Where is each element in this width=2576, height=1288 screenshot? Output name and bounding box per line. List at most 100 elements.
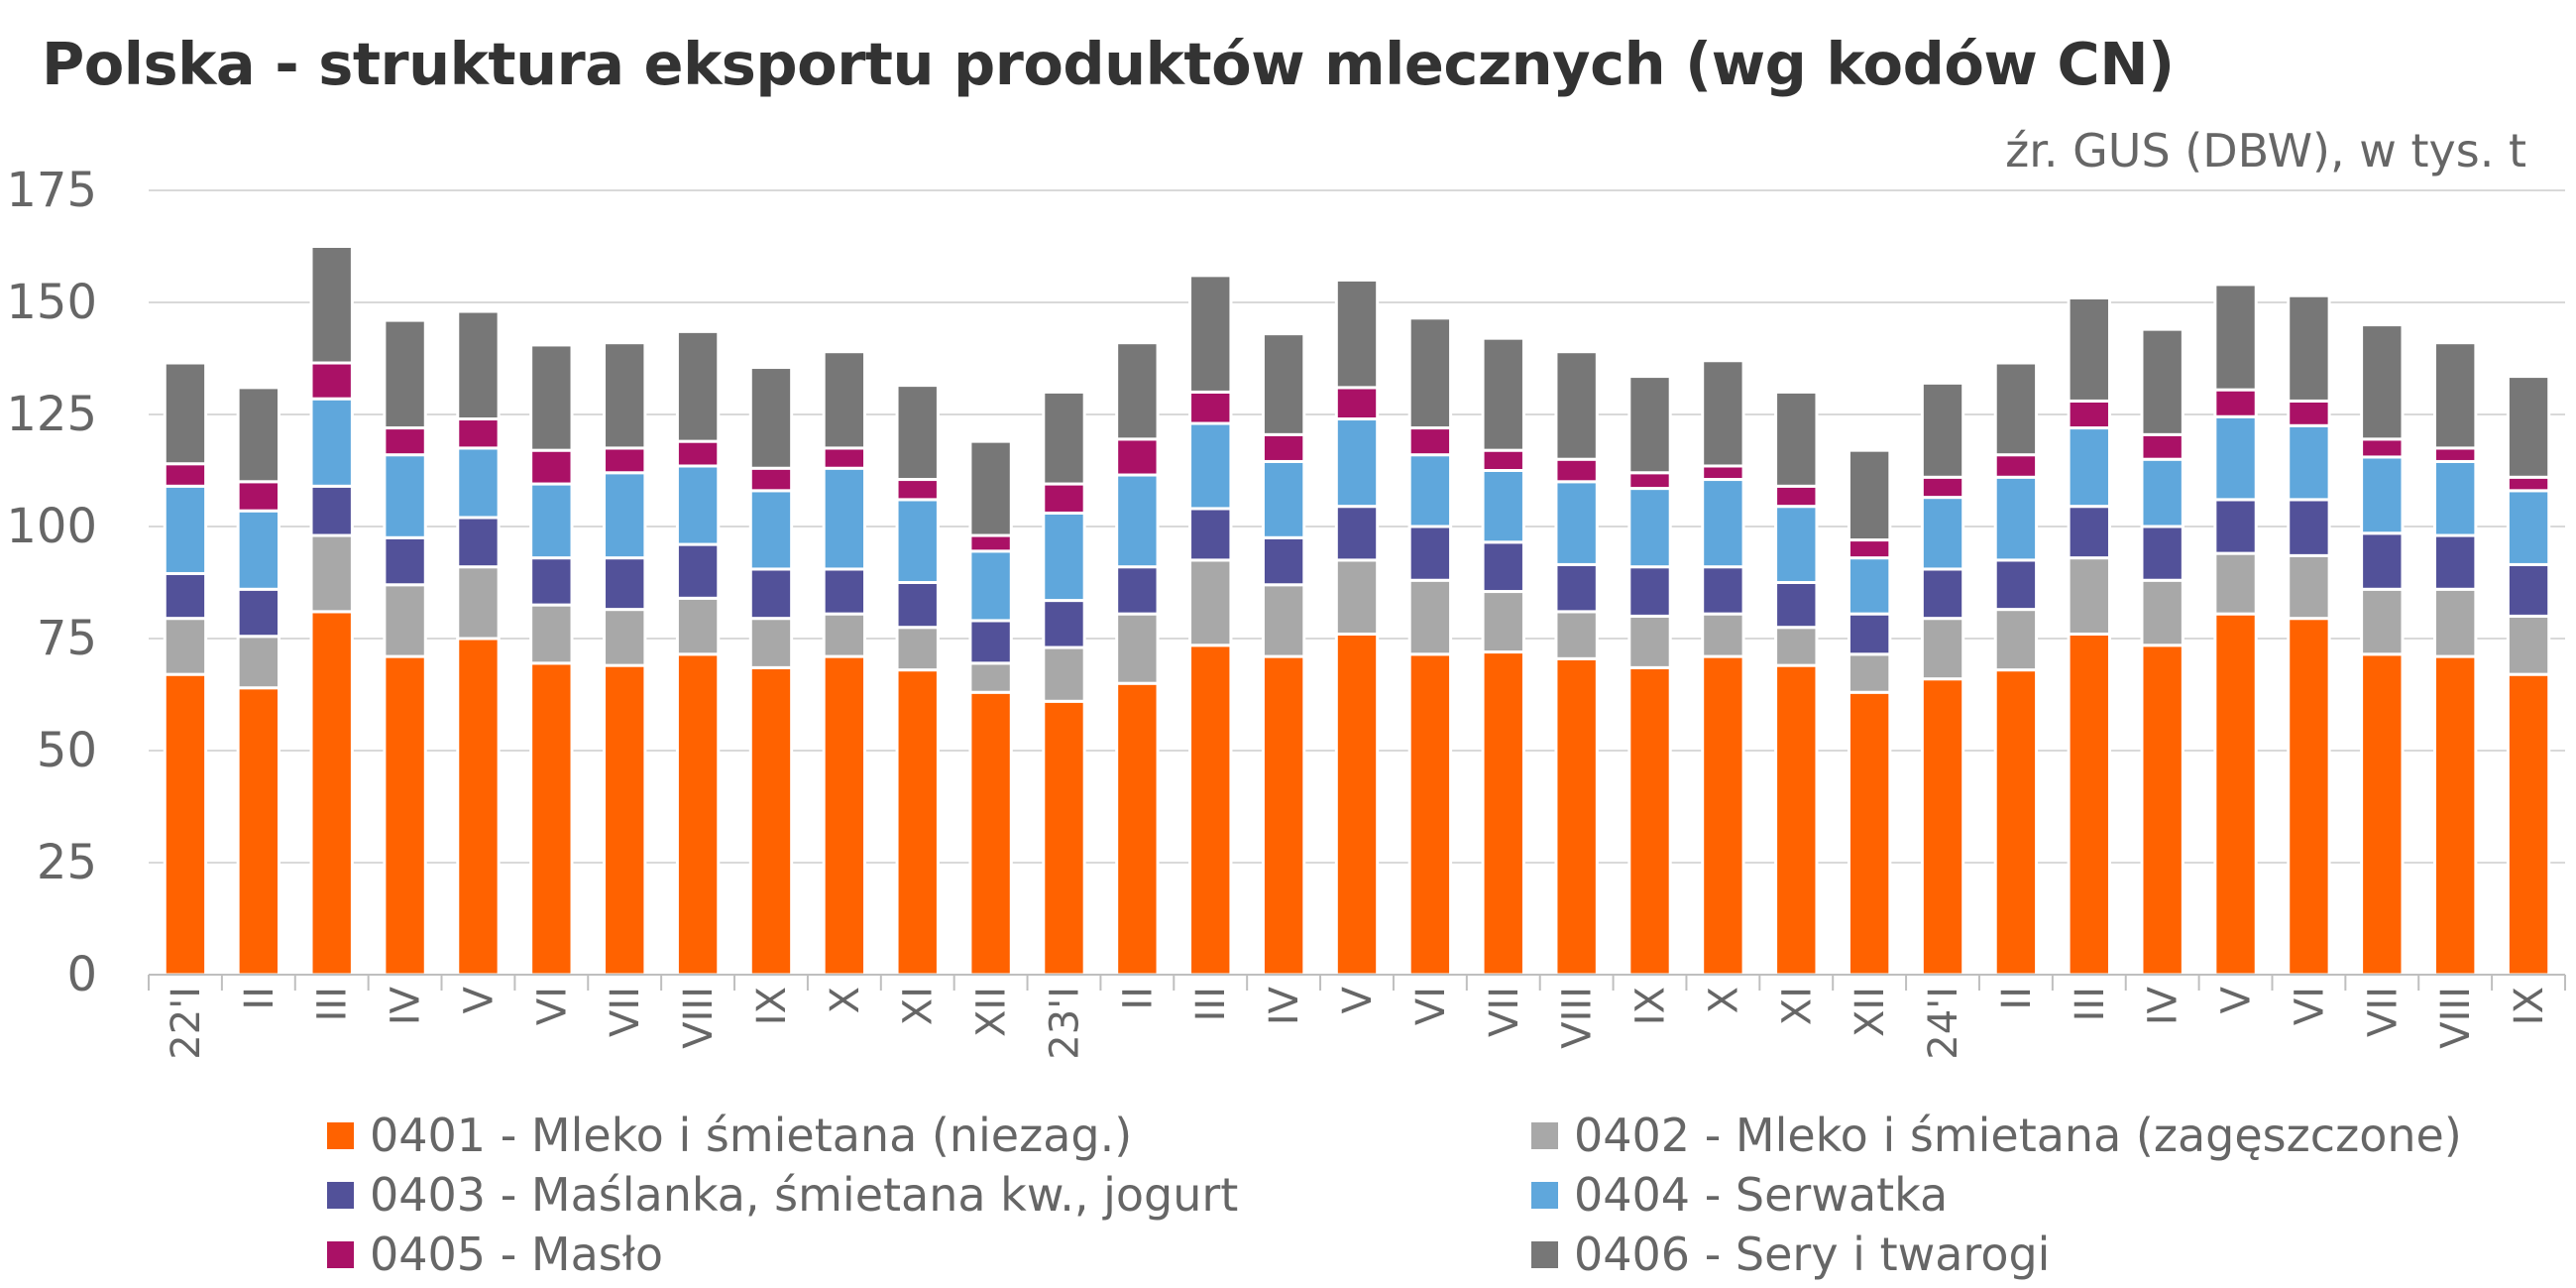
- y-axis-ticks: 0 25 50 75 100 125 150 175: [6, 163, 97, 1002]
- bar-segment-series-3: [822, 567, 867, 616]
- bar-segment-series-1: [2506, 672, 2551, 977]
- bar-segment-series-4: [1261, 459, 1306, 539]
- bars: [163, 245, 2551, 977]
- bar-segment-series-5: [2506, 475, 2551, 493]
- x-tick-label: V: [1335, 986, 1381, 1013]
- bar-segment-series-6: [895, 384, 940, 482]
- legend-item: 0403 - Maślanka, śmietana kw., jogurt: [327, 1168, 1238, 1222]
- bar-segment-series-3: [1920, 567, 1965, 621]
- bar-segment-series-6: [968, 439, 1013, 537]
- bar-segment-series-6: [2506, 375, 2551, 479]
- x-tick-label: VI: [1408, 987, 1454, 1025]
- bar-segment-series-2: [1188, 558, 1233, 647]
- bar-segment-series-6: [2432, 341, 2478, 450]
- bar-segment-series-2: [456, 565, 501, 641]
- x-tick-label: VIII: [2433, 987, 2479, 1049]
- x-tick-label: VIII: [1555, 987, 1601, 1049]
- y-tick-label: 25: [37, 835, 97, 890]
- bar-segment-series-3: [383, 535, 427, 587]
- bar-segment-series-4: [1920, 496, 1965, 571]
- x-tick-label: VII: [603, 987, 648, 1037]
- bar-segment-series-4: [2287, 423, 2331, 502]
- bar-segment-series-6: [1847, 448, 1892, 542]
- bar-segment-series-2: [2506, 614, 2551, 676]
- x-tick-label: XII: [1848, 987, 1893, 1037]
- bar-segment-series-3: [1334, 505, 1380, 562]
- bar-segment-series-6: [1115, 341, 1160, 441]
- bar-segment-series-5: [1042, 482, 1086, 515]
- bar-segment-series-4: [1334, 417, 1380, 509]
- bar-segment-series-4: [1042, 511, 1086, 603]
- x-tick-label: II: [1994, 987, 2040, 1010]
- bar-segment-series-3: [236, 587, 281, 639]
- x-tick-label: XI: [896, 987, 942, 1025]
- x-tick-label: IX: [1628, 987, 1674, 1025]
- bar-segment-series-5: [1701, 464, 1745, 482]
- bar-segment-series-6: [2213, 283, 2258, 392]
- bar-segment-series-2: [2360, 587, 2405, 656]
- bar-segment-series-5: [1993, 453, 2039, 479]
- bar-segment-series-5: [968, 533, 1013, 553]
- bar-segment-series-5: [603, 446, 647, 475]
- bar-segment-series-5: [456, 417, 501, 450]
- bar-segment-series-2: [675, 596, 721, 656]
- bar-segment-series-1: [1042, 699, 1086, 977]
- x-tick-label: III: [1188, 987, 1234, 1021]
- bar-segment-series-5: [1554, 457, 1599, 484]
- legend-swatch: [327, 1240, 354, 1268]
- y-tick-label: 75: [37, 611, 97, 666]
- bar-segment-series-5: [236, 480, 281, 513]
- bar-segment-series-3: [1188, 507, 1233, 562]
- bar-segment-series-4: [2432, 459, 2478, 537]
- legend-label: 0406 - Sery i twarogi: [1574, 1228, 2051, 1281]
- bar-segment-series-1: [2360, 652, 2405, 977]
- legend-swatch: [1531, 1240, 1558, 1268]
- bar-segment-series-1: [2432, 654, 2478, 977]
- x-tick-label: IX: [749, 987, 795, 1025]
- bar-segment-series-4: [1481, 469, 1525, 544]
- bar-segment-series-2: [1261, 583, 1306, 658]
- bar-segment-series-4: [968, 549, 1013, 623]
- bar-segment-series-6: [2067, 295, 2111, 403]
- bar-segment-series-3: [1627, 565, 1672, 618]
- x-tick-label: III: [310, 987, 356, 1021]
- bar-segment-series-6: [163, 361, 208, 466]
- bar-segment-series-1: [822, 654, 867, 977]
- bar-segment-series-4: [309, 397, 354, 488]
- x-tick-label: IX: [2507, 987, 2552, 1025]
- bar-segment-series-1: [1701, 654, 1745, 977]
- bar-segment-series-3: [2287, 498, 2331, 557]
- bar-segment-series-4: [2140, 457, 2184, 528]
- x-axis-ticks: 22'I II III IV V VI VII VIII IX X XI XII 23'I II III IV…: [164, 986, 2552, 1059]
- bar-segment-series-3: [1481, 540, 1525, 594]
- x-tick-label: X: [1701, 987, 1746, 1013]
- bar-segment-series-4: [456, 446, 501, 520]
- bar-segment-series-3: [1701, 565, 1745, 616]
- x-tick-label: V: [2214, 986, 2260, 1013]
- bar-segment-series-6: [748, 366, 794, 470]
- bar-segment-series-5: [1334, 386, 1380, 421]
- bar-segment-series-6: [1261, 332, 1306, 436]
- bar-segment-series-2: [1407, 578, 1453, 656]
- legend-swatch: [327, 1121, 354, 1149]
- bar-segment-series-6: [2360, 323, 2405, 441]
- bar-segment-series-2: [309, 533, 354, 614]
- bar-segment-series-4: [675, 464, 721, 546]
- bar-segment-series-3: [163, 571, 208, 621]
- bar-segment-series-3: [1993, 558, 2039, 612]
- legend-item: 0405 - Masło: [327, 1228, 663, 1281]
- bar-segment-series-1: [383, 654, 427, 977]
- bar-segment-series-6: [529, 343, 574, 452]
- bar-segment-series-6: [603, 341, 647, 450]
- bar-segment-series-2: [1920, 617, 1965, 681]
- bar-segment-series-3: [1261, 535, 1306, 587]
- legend-swatch: [327, 1181, 354, 1209]
- bar-segment-series-3: [2506, 562, 2551, 618]
- bar-segment-series-1: [1920, 677, 1965, 977]
- bar-segment-series-5: [748, 466, 794, 493]
- bar-segment-series-3: [2432, 533, 2478, 591]
- bar-segment-series-1: [2287, 617, 2331, 977]
- bar-segment-series-6: [1774, 390, 1819, 488]
- bar-segment-series-4: [2067, 426, 2111, 509]
